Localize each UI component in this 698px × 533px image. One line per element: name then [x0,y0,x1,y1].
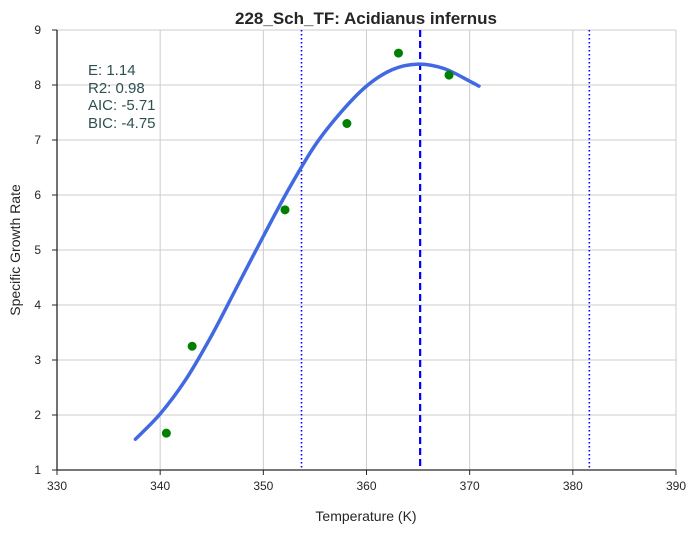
y-tick-label: 5 [34,243,41,257]
y-tick-label: 2 [34,408,41,422]
x-tick-label: 380 [563,479,583,493]
x-tick-label: 360 [356,479,376,493]
x-tick-label: 330 [47,479,67,493]
y-axis-label: Specific Growth Rate [7,184,23,316]
x-ticks: 330 340 350 360 370 380 390 [47,470,686,493]
data-point [187,341,197,351]
x-tick-label: 370 [460,479,480,493]
stat-bic: BIC: -4.75 [88,115,156,132]
x-tick-label: 350 [253,479,273,493]
data-point [444,70,454,80]
data-point [393,48,403,58]
y-tick-label: 8 [34,78,41,92]
fit-statistics: E: 1.14 R2: 0.98 AIC: -5.71 BIC: -4.75 [88,62,156,132]
stat-e: E: 1.14 [88,62,136,79]
fit-curve-layer [133,62,481,441]
data-point [280,205,290,215]
data-points [161,48,454,438]
reference-lines [300,30,591,470]
stat-r2: R2: 0.98 [88,80,145,97]
x-tick-label: 340 [150,479,170,493]
stat-aic: AIC: -5.71 [88,97,156,114]
y-tick-label: 9 [34,23,41,37]
y-tick-label: 1 [34,463,41,477]
y-tick-label: 3 [34,353,41,367]
chart-title: 228_Sch_TF: Acidianus infernus [235,9,497,28]
x-axis-label: Temperature (K) [315,508,416,524]
x-tick-label: 390 [666,479,686,493]
data-point [342,119,352,128]
y-tick-label: 4 [34,298,41,312]
y-ticks: 1 2 3 4 5 6 7 8 9 [34,23,57,477]
y-tick-label: 6 [34,188,41,202]
fit-curve [133,62,481,441]
data-point [161,428,171,438]
y-tick-label: 7 [34,133,41,147]
